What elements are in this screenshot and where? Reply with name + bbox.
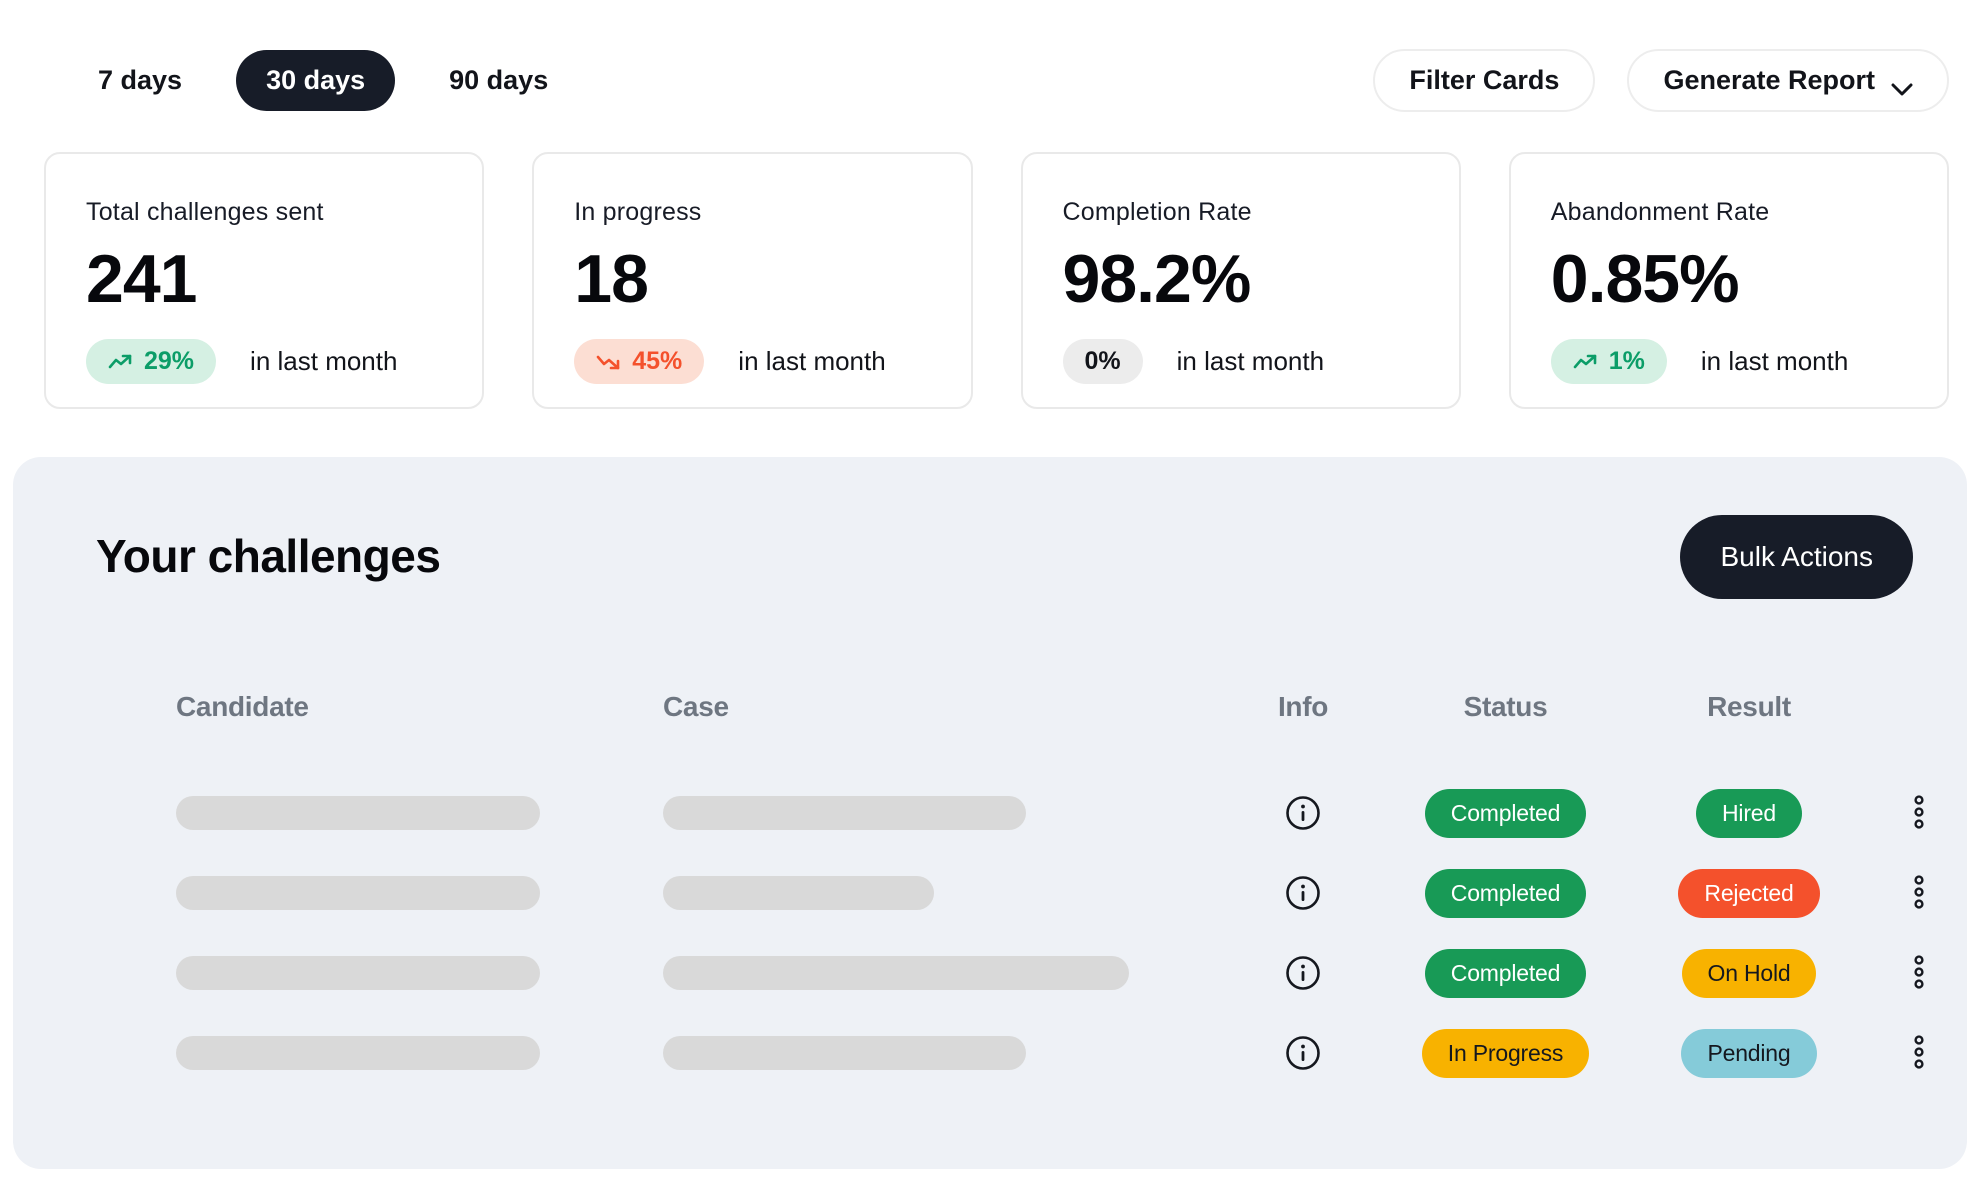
info-icon[interactable] (1284, 794, 1322, 832)
column-header-status: Status (1463, 691, 1548, 722)
kebab-menu-icon[interactable] (1906, 786, 1932, 841)
trend-value: 45% (632, 347, 683, 375)
column-header-case: Case (663, 691, 729, 722)
trend-value: 0% (1084, 347, 1121, 375)
trend-up-icon (108, 354, 132, 368)
case-placeholder (663, 1036, 1026, 1070)
kebab-menu-icon[interactable] (1906, 946, 1932, 1001)
stat-card-caption: in last month (1176, 346, 1325, 376)
candidate-placeholder (176, 796, 540, 830)
kebab-menu-icon[interactable] (1906, 866, 1932, 921)
generate-report-label: Generate Report (1663, 64, 1875, 95)
info-icon[interactable] (1284, 954, 1322, 992)
status-badge: Completed (1424, 788, 1587, 838)
bulk-actions-button[interactable]: Bulk Actions (1680, 515, 1913, 599)
candidate-placeholder (176, 956, 540, 990)
trend-badge: 29% (86, 339, 217, 384)
top-bar: 7 days 30 days 90 days Filter Cards Gene… (44, 48, 1949, 112)
top-bar-actions: Filter Cards Generate Report (1373, 48, 1949, 112)
column-header-result: Result (1707, 691, 1791, 722)
result-badge: On Hold (1681, 948, 1817, 998)
time-filter-90-days[interactable]: 90 days (449, 64, 549, 95)
kebab-menu-icon[interactable] (1906, 1026, 1932, 1081)
status-badge: Completed (1424, 948, 1587, 998)
trend-badge: 1% (1550, 339, 1667, 384)
chevron-down-icon (1891, 73, 1913, 96)
trend-value: 29% (144, 347, 195, 375)
filter-cards-button[interactable]: Filter Cards (1373, 48, 1596, 112)
stat-card-value: 0.85% (1550, 241, 1740, 317)
trend-badge: 0% (1062, 339, 1143, 384)
stat-card-caption: in last month (738, 346, 886, 376)
case-placeholder (663, 956, 1129, 990)
status-badge: In Progress (1421, 1028, 1590, 1078)
result-badge: Hired (1696, 788, 1802, 838)
stat-card-value: 18 (574, 241, 649, 317)
stat-card-caption: in last month (250, 346, 398, 376)
stat-card-title: Total challenges sent (86, 198, 324, 226)
result-badge: Pending (1681, 1028, 1817, 1078)
challenges-table: Candidate Case Info Status Result Comple… (176, 677, 1924, 1093)
candidate-placeholder (176, 1036, 540, 1070)
stat-card-in-progress: In progress 18 45% in last month (532, 152, 973, 409)
column-header-candidate: Candidate (176, 691, 309, 722)
stat-card-trend-row: 45% in last month (574, 339, 930, 384)
your-challenges-section: Your challenges Bulk Actions Candidate C… (13, 457, 1967, 1169)
filter-cards-label: Filter Cards (1409, 64, 1560, 95)
case-placeholder (663, 876, 934, 910)
stat-card-abandonment-rate: Abandonment Rate 0.85% 1% in last month (1508, 152, 1949, 409)
section-title: Your challenges (96, 530, 441, 582)
column-header-info: Info (1277, 691, 1329, 722)
stat-card-total-challenges: Total challenges sent 241 29% in last mo… (44, 152, 485, 409)
table-row: Completed Rejected (176, 853, 1924, 933)
info-icon[interactable] (1284, 1034, 1322, 1072)
result-badge: Rejected (1678, 868, 1820, 918)
stat-card-title: In progress (574, 198, 702, 226)
generate-report-button[interactable]: Generate Report (1627, 48, 1949, 112)
stat-card-value: 98.2% (1062, 241, 1252, 317)
table-row: In Progress Pending (176, 1013, 1924, 1093)
candidate-placeholder (176, 876, 540, 910)
stat-cards-row: Total challenges sent 241 29% in last mo… (44, 152, 1949, 409)
table-row: Completed Hired (176, 773, 1924, 853)
trend-value: 1% (1608, 347, 1645, 375)
stat-card-caption: in last month (1700, 346, 1849, 376)
time-filter-30-days[interactable]: 30 days (236, 49, 396, 111)
table-row: Completed On Hold (176, 933, 1924, 1013)
trend-down-icon (596, 355, 620, 369)
section-header: Your challenges Bulk Actions (82, 515, 1913, 599)
stat-card-completion-rate: Completion Rate 98.2% 0% in last month (1020, 152, 1461, 409)
info-icon[interactable] (1284, 874, 1322, 912)
stat-card-title: Completion Rate (1062, 198, 1252, 226)
stat-card-trend-row: 29% in last month (86, 339, 442, 384)
stat-card-title: Abandonment Rate (1550, 198, 1770, 226)
trend-badge: 45% (574, 339, 705, 384)
stat-card-trend-row: 0% in last month (1062, 339, 1419, 384)
table-header-row: Candidate Case Info Status Result (176, 677, 1913, 737)
time-range-filter: 7 days 30 days 90 days (98, 49, 549, 111)
stat-card-value: 241 (86, 241, 197, 317)
status-badge: Completed (1424, 868, 1587, 918)
stat-card-trend-row: 1% in last month (1550, 339, 1907, 384)
trend-up-icon (1573, 354, 1597, 368)
time-filter-7-days[interactable]: 7 days (98, 64, 183, 95)
case-placeholder (663, 796, 1026, 830)
